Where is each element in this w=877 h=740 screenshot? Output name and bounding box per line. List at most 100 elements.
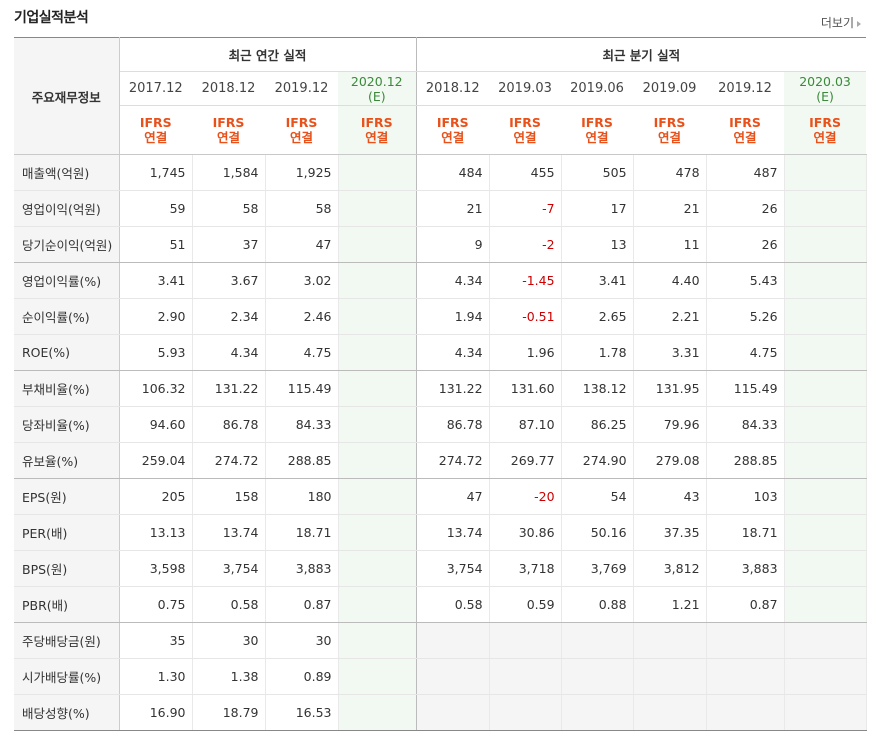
value-cell: 4.75 [706, 334, 785, 371]
value-cell: 487 [706, 154, 785, 191]
value-cell: 13.13 [119, 514, 193, 551]
value-cell [784, 370, 867, 407]
section-title: 기업실적분석 [14, 10, 89, 26]
value-cell [338, 442, 417, 479]
table-row: 주당배당금(원) 35 30 30 [14, 622, 867, 659]
value-cell [338, 514, 417, 551]
quarter-group-header: 최근 분기 실적 [416, 37, 867, 72]
value-cell [338, 586, 417, 623]
value-cell: 79.96 [633, 406, 707, 443]
period-header: 2019.06 [561, 71, 634, 106]
value-cell: 1,584 [192, 154, 266, 191]
value-cell: 3.67 [192, 262, 266, 299]
ifrs-badge: IFRS 연결 [192, 105, 265, 155]
table-row: PER(배) 13.13 13.74 18.71 13.74 30.86 50.16 37.3… [14, 514, 867, 551]
table-row: 순이익률(%) 2.90 2.34 2.46 1.94 -0.51 2.65 2.21 5.26 [14, 298, 867, 335]
value-cell [338, 694, 417, 731]
period-header: 2019.03 [489, 71, 562, 106]
value-cell: 3,883 [265, 550, 339, 587]
value-cell: 1.96 [489, 334, 562, 371]
table-row: 유보율(%) 259.04 274.72 288.85 274.72 269.77 274.… [14, 442, 867, 479]
value-cell [784, 334, 867, 371]
table-row: 매출액(억원) 1,745 1,584 1,925 484 455 505 478 487 [14, 154, 867, 191]
value-cell: 30 [265, 622, 339, 659]
value-cell: 37.35 [633, 514, 707, 551]
value-cell: 47 [265, 226, 339, 263]
row-label: 영업이익(억원) [14, 190, 120, 227]
more-link[interactable]: 더보기 [821, 14, 861, 31]
value-cell: 288.85 [265, 442, 339, 479]
value-cell: 2.34 [192, 298, 266, 335]
value-cell [338, 262, 417, 299]
value-cell: 84.33 [706, 406, 785, 443]
value-cell: 43 [633, 478, 707, 515]
value-cell: 47 [416, 478, 490, 515]
table-row: 배당성향(%) 16.90 18.79 16.53 [14, 694, 867, 731]
value-cell [338, 622, 417, 659]
value-cell: 455 [489, 154, 562, 191]
value-cell: 180 [265, 478, 339, 515]
value-cell: 86.25 [561, 406, 634, 443]
value-cell: 274.72 [192, 442, 266, 479]
value-cell: 3,754 [416, 550, 490, 587]
row-label: BPS(원) [14, 550, 120, 587]
value-cell [784, 406, 867, 443]
value-cell: 11 [633, 226, 707, 263]
value-cell: 484 [416, 154, 490, 191]
row-label: 순이익률(%) [14, 298, 120, 335]
value-cell: 21 [416, 190, 490, 227]
value-cell: 4.34 [192, 334, 266, 371]
value-cell: 505 [561, 154, 634, 191]
value-cell: 2.90 [119, 298, 193, 335]
value-cell: 59 [119, 190, 193, 227]
value-cell: 50.16 [561, 514, 634, 551]
value-cell [489, 694, 562, 731]
value-cell: 4.75 [265, 334, 339, 371]
value-cell [706, 658, 785, 695]
value-cell [338, 154, 417, 191]
value-cell: 94.60 [119, 406, 193, 443]
chevron-right-icon [857, 20, 861, 27]
row-label: 시가배당률(%) [14, 658, 120, 695]
row-label: EPS(원) [14, 478, 120, 515]
row-label: 배당성향(%) [14, 694, 120, 731]
row-label: 주당배당금(원) [14, 622, 120, 659]
value-cell: 0.75 [119, 586, 193, 623]
value-cell: 1.78 [561, 334, 634, 371]
ifrs-badge: IFRS 연결 [784, 105, 867, 155]
value-cell [489, 658, 562, 695]
value-cell: 2.65 [561, 298, 634, 335]
table-row: 당기순이익(억원) 51 37 47 9 -2 13 11 26 [14, 226, 867, 263]
value-cell [416, 694, 490, 731]
ifrs-badge: IFRS 연결 [416, 105, 490, 155]
value-cell: 0.87 [265, 586, 339, 623]
value-cell [784, 442, 867, 479]
row-label: 유보율(%) [14, 442, 120, 479]
value-cell: 87.10 [489, 406, 562, 443]
value-cell: 1.38 [192, 658, 266, 695]
value-cell: 3.02 [265, 262, 339, 299]
value-cell: 13.74 [416, 514, 490, 551]
row-label: ROE(%) [14, 334, 120, 371]
ifrs-badge: IFRS 연결 [338, 105, 417, 155]
value-cell: 1.94 [416, 298, 490, 335]
value-cell [784, 514, 867, 551]
value-cell: 1.21 [633, 586, 707, 623]
value-cell [784, 478, 867, 515]
table-row: 당좌비율(%) 94.60 86.78 84.33 86.78 87.10 86.25 79.… [14, 406, 867, 443]
value-cell [416, 622, 490, 659]
value-cell [706, 694, 785, 731]
row-label: PER(배) [14, 514, 120, 551]
row-label: 당좌비율(%) [14, 406, 120, 443]
value-cell: 4.34 [416, 334, 490, 371]
value-cell: 279.08 [633, 442, 707, 479]
ifrs-badge: IFRS 연결 [489, 105, 562, 155]
value-cell: -2 [489, 226, 562, 263]
table-row: PBR(배) 0.75 0.58 0.87 0.58 0.59 0.88 1.21 0.87 [14, 586, 867, 623]
ifrs-badge: IFRS 연결 [633, 105, 707, 155]
value-cell: 18.79 [192, 694, 266, 731]
ifrs-badge: IFRS 연결 [265, 105, 338, 155]
value-cell [561, 622, 634, 659]
annual-group-header: 최근 연간 실적 [119, 37, 417, 72]
